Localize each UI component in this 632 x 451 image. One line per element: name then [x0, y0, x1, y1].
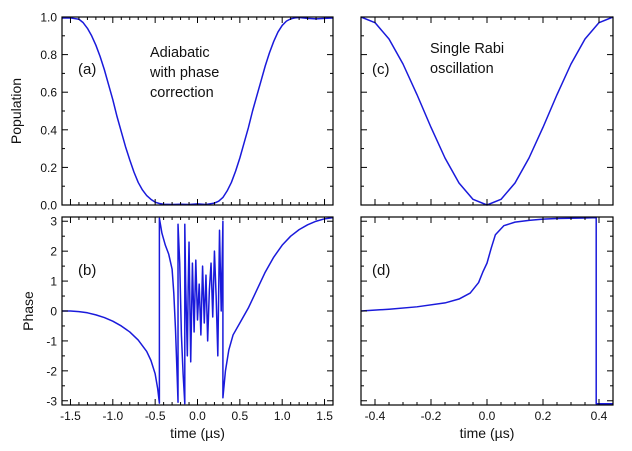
y-tick-label: -2: [46, 364, 57, 378]
y-tick-label: 1.0: [40, 11, 57, 25]
x-tick-label: -1.5: [60, 409, 81, 423]
y-tick-label: -1: [46, 334, 57, 348]
x-tick-label: 0.0: [479, 409, 496, 423]
panel-label: (c): [372, 61, 390, 78]
x-tick-label: -0.4: [365, 409, 386, 423]
y-tick-label: 0: [50, 305, 57, 319]
y-tick-label: 0.6: [40, 86, 57, 100]
y-tick-label: 0.2: [40, 161, 57, 175]
annotation-line: Adiabatic: [150, 45, 210, 61]
panel-label: (a): [78, 61, 96, 78]
panel-b: -1.5 -1.0 -0.5 0.0 0.5 1.0 1.5 -3 -2 -1 0 1 2 3 Phase t…: [20, 215, 334, 441]
y-tick-label: 0.0: [40, 199, 57, 213]
panel-label: (b): [78, 262, 96, 279]
y-tick-label: 0.4: [40, 123, 57, 137]
y-tick-label: 3: [50, 215, 57, 229]
x-tick-label: -0.2: [421, 409, 442, 423]
x-tick-label: 0.2: [535, 409, 552, 423]
x-tick-label: 0.5: [232, 409, 249, 423]
panel-c: (c) Single Rabi oscillation: [360, 16, 614, 206]
x-axis-title: time (µs): [170, 425, 225, 441]
y-tick-label: 2: [50, 245, 57, 259]
y-tick-label: 1: [50, 275, 57, 289]
y-axis-title: Phase: [20, 291, 36, 331]
y-tick-label: -3: [46, 394, 57, 408]
data-curve-b: [62, 216, 334, 405]
x-tick-label: 0.4: [591, 409, 608, 423]
y-tick-label: 0.8: [40, 48, 57, 62]
panel-d: -0.4 -0.2 0.0 0.2 0.4 time (µs) (d): [360, 216, 614, 441]
annotation-line: with phase: [149, 65, 219, 81]
panel-label: (d): [372, 262, 390, 279]
annotation-line: correction: [150, 85, 214, 101]
x-axis-title: time (µs): [460, 425, 515, 441]
annotation-line: Single Rabi: [430, 41, 504, 57]
x-tick-label: -0.5: [145, 409, 166, 423]
panel-a: 0.0 0.2 0.4 0.6 0.8 1.0 Population (a) Adiabatic…: [8, 11, 334, 213]
x-tick-label: 1.0: [274, 409, 291, 423]
x-tick-label: 0.0: [189, 409, 206, 423]
y-axis-title: Population: [8, 78, 24, 144]
x-tick-label: -1.0: [102, 409, 123, 423]
axes-frame-d: [360, 216, 614, 406]
data-curve-d: [360, 216, 613, 405]
x-tick-label: 1.5: [316, 409, 333, 423]
annotation-line: oscillation: [430, 61, 494, 77]
